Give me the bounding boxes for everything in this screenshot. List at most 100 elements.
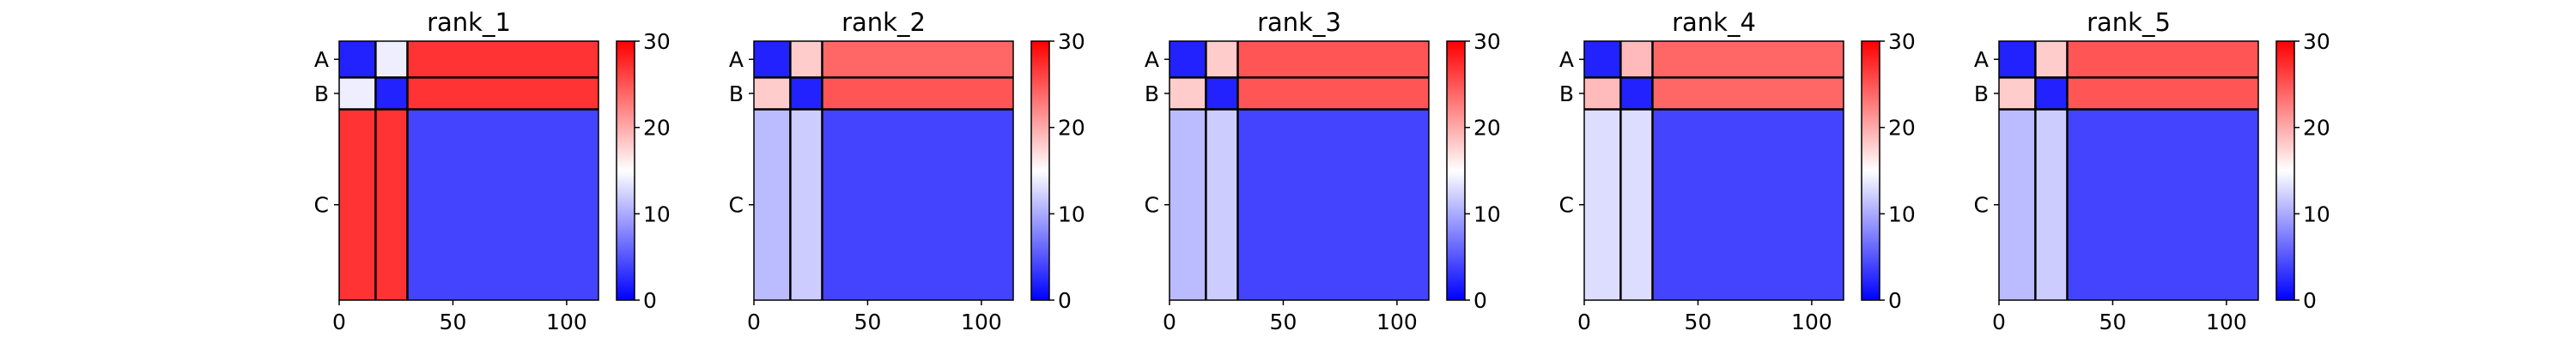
axes-frame — [1998, 40, 2259, 301]
chain-label: A — [1974, 47, 1989, 72]
heatmap-cell-A-C — [1652, 41, 1844, 78]
heatmap-cell-C-B — [375, 109, 408, 300]
heatmap-cell-B-B — [790, 77, 823, 110]
heatmap-cell-B-B — [1620, 77, 1653, 110]
heatmap-cell-B-C — [407, 77, 598, 110]
panel-rank_4: rank_4 AB C 0 50 100 0 10 20 30 — [1559, 8, 1916, 334]
colorbar-tick-label: 20 — [1473, 116, 1501, 141]
chain-label: C — [314, 193, 329, 218]
panel-title: rank_5 — [2087, 8, 2171, 37]
panel-rank_1: rank_1 AB C 0 50 100 0 10 20 30 — [314, 8, 671, 334]
heatmap-cell-A-C — [2067, 41, 2258, 78]
chain-label: C — [1559, 193, 1574, 218]
x-tick-label: 0 — [1163, 310, 1176, 334]
colorbar-tick-label: 0 — [1058, 288, 1072, 313]
chain-label: B — [314, 81, 329, 106]
panel-title: rank_4 — [1672, 8, 1756, 37]
heatmap-cell-A-C — [407, 41, 598, 78]
colorbar-tick-label: 30 — [643, 29, 671, 54]
chain-label: A — [314, 47, 329, 72]
heatmap-cell-C-C — [407, 109, 598, 300]
panel-rank_5: rank_5 AB C 0 50 100 0 10 20 30 — [1974, 8, 2330, 334]
heatmap-cell-B-A — [754, 77, 791, 110]
heatmap-cell-B-B — [375, 77, 408, 110]
chain-label: B — [1974, 81, 1989, 106]
chain-label: A — [729, 47, 744, 72]
heatmap-cell-A-A — [1584, 41, 1621, 78]
heatmap-cell-A-B — [375, 41, 408, 78]
x-tick-label: 50 — [1270, 310, 1297, 334]
colorbar — [1446, 40, 1466, 301]
heatmap-cell-B-B — [2035, 77, 2068, 110]
chain-label: A — [1559, 47, 1574, 72]
chain-label: C — [1145, 193, 1159, 218]
heatmap-cell-C-C — [1652, 109, 1844, 300]
heatmap-cell-A-A — [1999, 41, 2036, 78]
heatmap-cell-A-B — [1620, 41, 1653, 78]
x-tick-label: 0 — [332, 310, 346, 334]
colorbar-tick-label: 10 — [1888, 202, 1916, 226]
heatmap-cell-A-B — [790, 41, 823, 78]
axes-frame — [338, 40, 599, 301]
x-tick-label: 100 — [1791, 310, 1832, 334]
heatmap-cell-A-A — [1170, 41, 1206, 78]
colorbar-tick-label: 20 — [1058, 116, 1085, 141]
chain-label: B — [1145, 81, 1159, 106]
axes-frame — [753, 40, 1014, 301]
chain-label: B — [729, 81, 744, 106]
chain-label: B — [1559, 81, 1574, 106]
x-tick-label: 50 — [440, 310, 467, 334]
heatmap-cell-C-A — [1170, 109, 1206, 300]
x-tick-label: 100 — [961, 310, 1002, 334]
heatmap-cell-A-B — [1206, 41, 1238, 78]
x-tick-label: 0 — [1992, 310, 2006, 334]
heatmap-cell-B-C — [822, 77, 1013, 110]
heatmap-cell-C-B — [1620, 109, 1653, 300]
heatmap-cell-B-C — [2067, 77, 2258, 110]
heatmap-cell-C-C — [822, 109, 1013, 300]
colorbar-tick-label: 30 — [1058, 29, 1085, 54]
panel-title: rank_2 — [841, 8, 926, 37]
heatmap-cell-C-A — [754, 109, 791, 300]
heatmap-cell-A-B — [2035, 41, 2068, 78]
heatmap-cell-A-C — [822, 41, 1013, 78]
colorbar-tick-label: 0 — [1888, 288, 1902, 313]
heatmap-cell-B-A — [1584, 77, 1621, 110]
chain-label: A — [1145, 47, 1159, 72]
heatmap-cell-C-B — [2035, 109, 2068, 300]
heatmap-cell-B-A — [1170, 77, 1206, 110]
colorbar — [616, 40, 635, 301]
heatmap-cell-A-A — [754, 41, 791, 78]
heatmap-cell-C-A — [339, 109, 376, 300]
colorbar-tick-label: 0 — [1473, 288, 1487, 313]
heatmap-cell-C-B — [1206, 109, 1238, 300]
heatmap-cell-B-A — [339, 77, 376, 110]
heatmap-cell-B-B — [1206, 77, 1238, 110]
heatmap-cell-B-A — [1999, 77, 2036, 110]
colorbar-tick-label: 20 — [2303, 116, 2330, 141]
heatmap-cell-A-C — [1237, 41, 1429, 78]
axes-frame — [1583, 40, 1844, 301]
axes-frame — [1169, 40, 1430, 301]
panel-title: rank_1 — [427, 8, 511, 37]
chain-label: C — [1974, 193, 1989, 218]
heatmap-cell-C-B — [790, 109, 823, 300]
x-tick-label: 100 — [1376, 310, 1418, 334]
chain-label: C — [729, 193, 744, 218]
x-tick-label: 0 — [1577, 310, 1591, 334]
panel-title: rank_3 — [1257, 8, 1341, 37]
x-tick-label: 50 — [1685, 310, 1712, 334]
heatmap-cell-C-C — [2067, 109, 2258, 300]
colorbar-tick-label: 30 — [1888, 29, 1916, 54]
heatmap-cell-A-A — [339, 41, 376, 78]
panel-rank_3: rank_3 AB C 0 50 100 0 10 20 30 — [1145, 8, 1501, 334]
colorbar — [1861, 40, 1880, 301]
colorbar — [2275, 40, 2295, 301]
colorbar — [1030, 40, 1050, 301]
x-tick-label: 0 — [747, 310, 761, 334]
x-tick-label: 50 — [2099, 310, 2127, 334]
colorbar-tick-label: 10 — [1058, 202, 1085, 226]
heatmap-cell-C-C — [1237, 109, 1429, 300]
heatmap-cell-B-C — [1652, 77, 1844, 110]
colorbar-tick-label: 20 — [1888, 116, 1916, 141]
